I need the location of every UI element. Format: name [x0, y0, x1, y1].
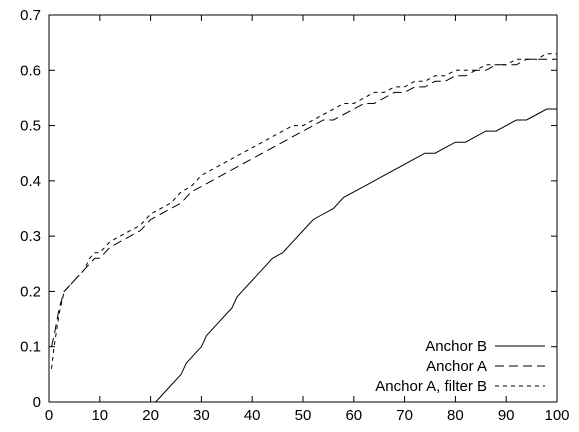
y-axis: 0 0.1 0.2 0.3 0.4 0.5 0.6 0.7 [20, 7, 557, 411]
plot-frame [48, 14, 558, 403]
y-tick-label: 0.4 [20, 173, 41, 190]
x-tick-label: 20 [142, 407, 159, 424]
legend: Anchor B Anchor A Anchor A, filter B [375, 338, 545, 395]
x-tick-label: 10 [91, 407, 108, 424]
series-line-2 [51, 58, 557, 347]
y-tick-label: 0.5 [20, 118, 41, 135]
y-tick-label: 0.1 [20, 339, 41, 356]
y-tick-label: 0.2 [20, 283, 41, 300]
x-tick-label: 30 [193, 407, 210, 424]
y-tick-label: 0 [33, 394, 41, 411]
legend-label: Anchor B [425, 338, 487, 355]
x-tick-label: 50 [295, 407, 312, 424]
legend-label: Anchor A [426, 358, 487, 375]
x-tick-label: 60 [345, 407, 362, 424]
x-tick-label: 0 [45, 407, 53, 424]
plot-lines [51, 53, 557, 403]
x-tick-label: 100 [544, 407, 569, 424]
y-tick-label: 0.6 [20, 62, 41, 79]
x-tick-label: 80 [447, 407, 464, 424]
series-line-1 [155, 108, 557, 403]
x-tick-label: 40 [244, 407, 261, 424]
series-line-3 [51, 53, 557, 369]
x-tick-label: 70 [396, 407, 413, 424]
x-tick-label: 90 [498, 407, 515, 424]
y-tick-label: 0.7 [20, 7, 41, 24]
y-tick-label: 0.3 [20, 228, 41, 245]
legend-label: Anchor A, filter B [375, 378, 487, 395]
x-axis: 0 10 20 30 40 50 60 70 80 90 100 [45, 15, 570, 424]
